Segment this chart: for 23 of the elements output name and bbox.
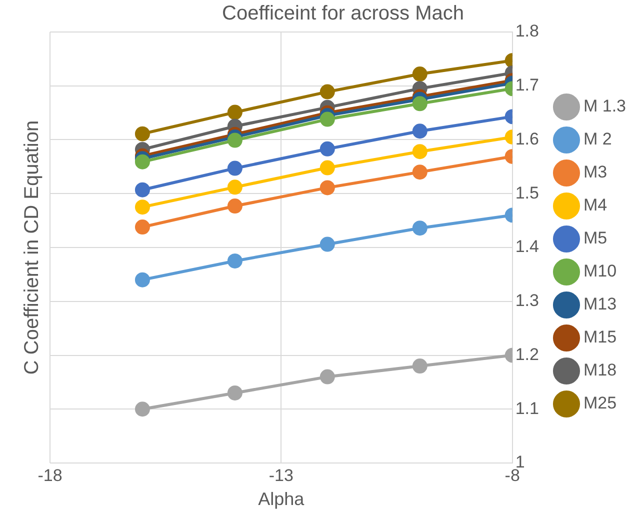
legend-label: M 1.3 (583, 96, 626, 116)
x-tick-label: -18 (38, 466, 62, 485)
y-tick-label: 1.2 (515, 344, 539, 364)
y-tick-label: 1.3 (515, 291, 539, 310)
legend-label: M18 (583, 360, 617, 380)
y-tick-label: 1.4 (515, 237, 539, 256)
y-tick-label: 1.5 (515, 183, 539, 202)
legend-label: M10 (583, 262, 617, 281)
y-tick-label: 1.6 (515, 129, 539, 148)
y-tick-label: 1.8 (515, 22, 539, 41)
legend-label: M 2 (583, 130, 612, 149)
y-tick-label: 1.1 (515, 398, 539, 418)
x-tick-label: -13 (268, 466, 294, 485)
legend-label: M4 (583, 196, 608, 215)
legend-label: M13 (583, 294, 617, 314)
legend-label: M5 (583, 228, 608, 248)
y-tick-label: 1.7 (515, 76, 539, 95)
chart-title: Coefficeint for across Mach (222, 2, 464, 25)
legend-label: M3 (583, 162, 608, 182)
legend-label: M15 (583, 328, 617, 347)
legend-label: M25 (583, 394, 617, 413)
x-axis-title: Alpha (258, 489, 306, 510)
y-axis-title: C Coefficient in CD Equation (21, 120, 43, 375)
